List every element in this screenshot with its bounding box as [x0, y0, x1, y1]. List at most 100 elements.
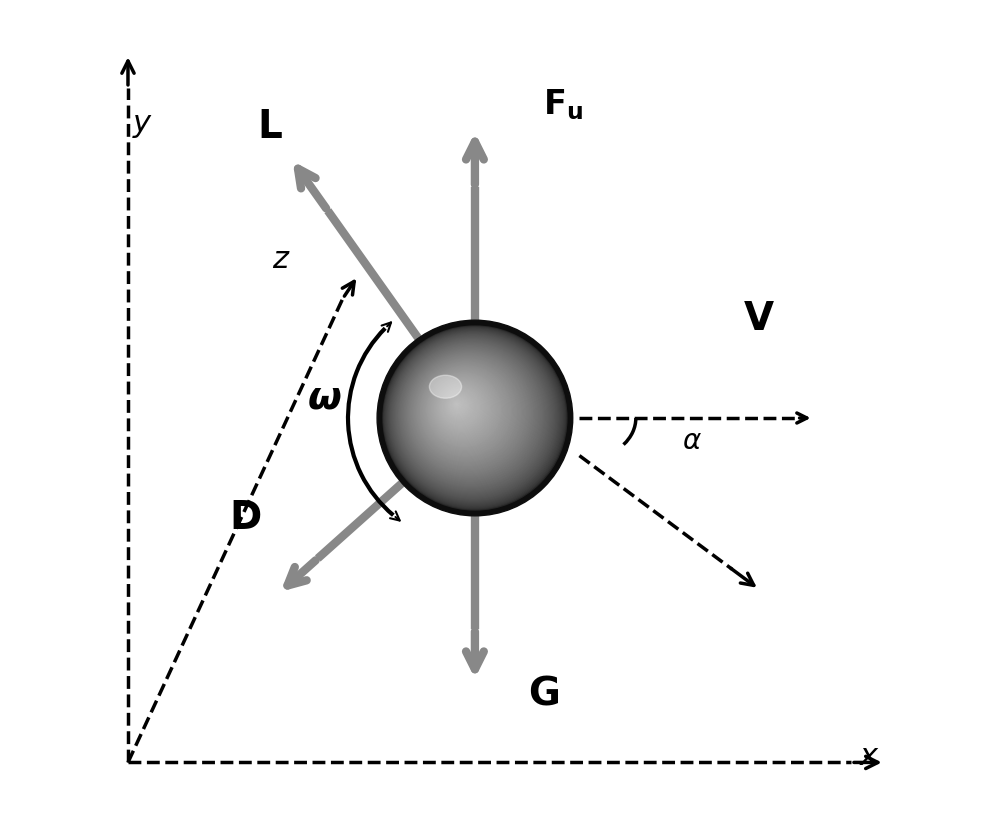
Circle shape — [392, 335, 554, 497]
Circle shape — [447, 394, 471, 418]
Text: $z$: $z$ — [272, 245, 290, 273]
Circle shape — [429, 375, 497, 443]
Text: $\mathbf{D}$: $\mathbf{D}$ — [229, 499, 261, 538]
Circle shape — [424, 370, 505, 451]
Circle shape — [439, 385, 483, 430]
Circle shape — [398, 343, 544, 487]
Circle shape — [437, 384, 485, 431]
Circle shape — [443, 390, 476, 423]
Circle shape — [425, 370, 504, 450]
Circle shape — [451, 398, 465, 413]
Circle shape — [388, 332, 559, 502]
Circle shape — [409, 354, 528, 473]
Circle shape — [415, 359, 519, 465]
Text: $\mathbf{V}$: $\mathbf{V}$ — [743, 300, 775, 339]
Circle shape — [430, 376, 496, 442]
Circle shape — [412, 357, 523, 467]
Circle shape — [426, 372, 502, 447]
Circle shape — [409, 354, 527, 472]
Circle shape — [417, 362, 516, 461]
Circle shape — [437, 383, 486, 433]
Circle shape — [427, 373, 501, 446]
Text: $y$: $y$ — [132, 111, 153, 140]
Circle shape — [401, 345, 539, 483]
Circle shape — [443, 390, 477, 425]
Circle shape — [399, 344, 543, 487]
Text: $x$: $x$ — [859, 742, 880, 771]
Circle shape — [384, 327, 566, 509]
Circle shape — [393, 337, 551, 495]
Circle shape — [434, 380, 491, 437]
Circle shape — [454, 402, 460, 407]
Circle shape — [449, 396, 468, 415]
Circle shape — [391, 334, 555, 498]
Circle shape — [429, 375, 498, 445]
Circle shape — [451, 399, 464, 411]
Circle shape — [420, 365, 512, 457]
Circle shape — [383, 326, 567, 510]
Circle shape — [445, 392, 473, 420]
Circle shape — [423, 368, 507, 453]
Text: $\mathbf{L}$: $\mathbf{L}$ — [257, 108, 283, 146]
Circle shape — [428, 374, 500, 446]
Circle shape — [426, 371, 503, 449]
Circle shape — [454, 401, 461, 409]
Circle shape — [414, 359, 521, 466]
Circle shape — [407, 352, 530, 475]
Circle shape — [385, 329, 564, 507]
Circle shape — [450, 397, 466, 414]
Circle shape — [436, 382, 487, 434]
Circle shape — [434, 380, 490, 436]
Circle shape — [408, 353, 529, 474]
Circle shape — [384, 328, 565, 507]
Circle shape — [406, 350, 533, 477]
Circle shape — [390, 333, 557, 501]
Circle shape — [405, 349, 534, 478]
Ellipse shape — [429, 375, 462, 398]
Circle shape — [432, 379, 493, 439]
Circle shape — [413, 358, 522, 466]
Circle shape — [418, 363, 515, 461]
Circle shape — [448, 395, 470, 417]
Circle shape — [418, 364, 514, 459]
Circle shape — [402, 346, 538, 482]
Circle shape — [423, 369, 506, 451]
Circle shape — [441, 388, 480, 426]
Circle shape — [452, 400, 463, 410]
Circle shape — [453, 400, 462, 410]
Circle shape — [390, 334, 556, 499]
Circle shape — [389, 332, 558, 502]
Circle shape — [377, 320, 573, 516]
Circle shape — [431, 377, 495, 441]
Text: $\alpha$: $\alpha$ — [682, 427, 702, 456]
Circle shape — [386, 329, 562, 506]
Circle shape — [446, 393, 472, 419]
Circle shape — [400, 344, 541, 486]
Text: $\boldsymbol{\omega}$: $\boldsymbol{\omega}$ — [307, 378, 342, 416]
Circle shape — [394, 338, 550, 494]
Circle shape — [397, 341, 546, 490]
Circle shape — [411, 356, 525, 470]
Circle shape — [432, 378, 494, 441]
Circle shape — [438, 385, 484, 431]
Circle shape — [396, 340, 547, 491]
Circle shape — [387, 330, 561, 505]
Text: $\mathbf{G}$: $\mathbf{G}$ — [528, 675, 559, 713]
Circle shape — [456, 404, 458, 405]
Circle shape — [416, 361, 517, 462]
Circle shape — [444, 391, 475, 422]
Circle shape — [401, 344, 540, 485]
Circle shape — [435, 381, 489, 435]
Circle shape — [404, 349, 535, 479]
Circle shape — [403, 347, 537, 482]
Circle shape — [421, 367, 509, 455]
Circle shape — [398, 342, 545, 489]
Circle shape — [412, 356, 524, 469]
Circle shape — [455, 403, 459, 406]
Circle shape — [395, 339, 549, 493]
Circle shape — [422, 368, 508, 454]
Circle shape — [410, 355, 526, 471]
Circle shape — [445, 392, 474, 421]
Circle shape — [448, 395, 469, 415]
Circle shape — [440, 387, 481, 427]
